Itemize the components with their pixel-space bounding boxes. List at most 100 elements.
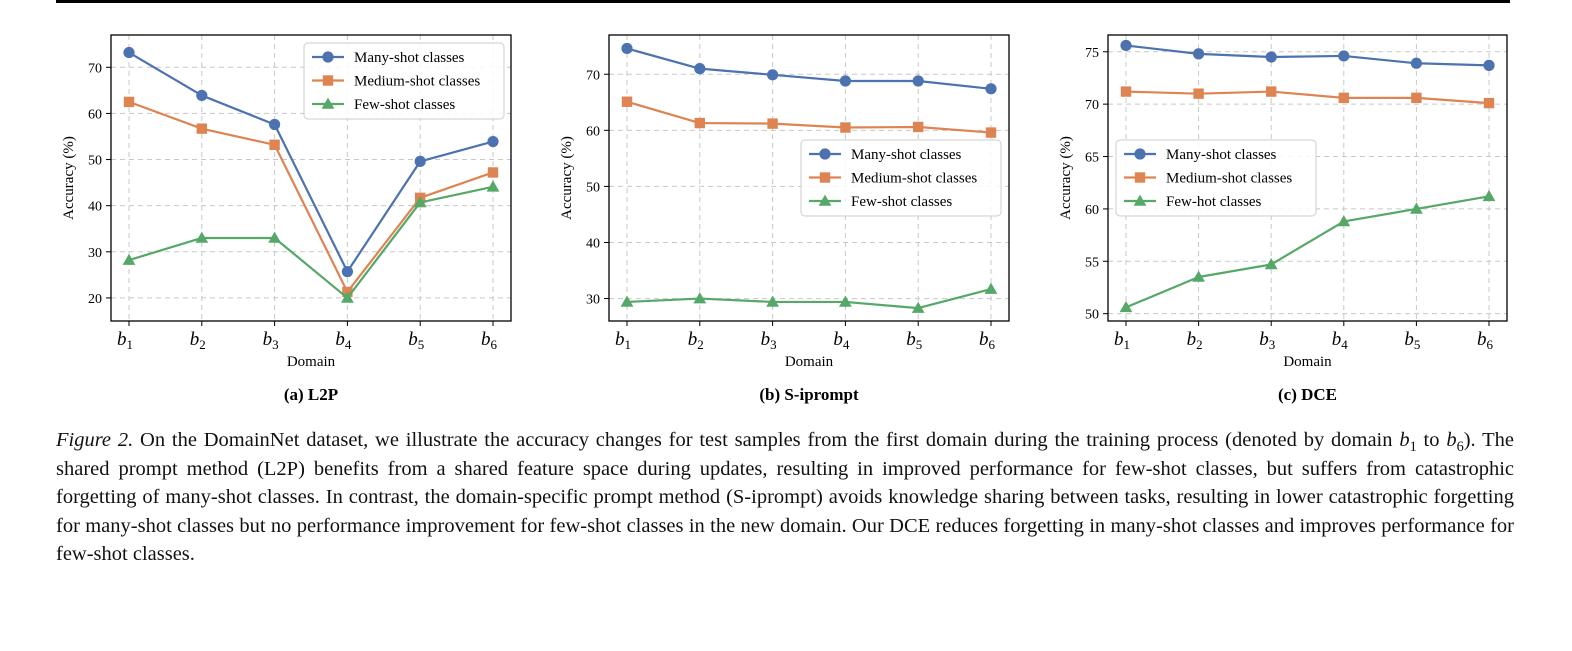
legend-marker-1-1: [819, 172, 831, 183]
x-tick-label-1-3: b4: [833, 329, 850, 352]
series-line-1-1: [626, 100, 992, 134]
x-tick-label-2-2: b3: [1259, 329, 1275, 352]
y-tick-label-2-4: 70: [1085, 98, 1099, 113]
data-point-2-2-3: [1337, 215, 1351, 227]
x-tick-label-1-5: b6: [979, 329, 996, 352]
series-line-2-0: [1125, 44, 1490, 67]
figure-label: Figure 2.: [56, 429, 134, 451]
x-tick-label-1-4: b5: [906, 329, 922, 352]
caption-text-1: On the DomainNet dataset, we illustrate …: [140, 429, 1400, 451]
data-point-0-2-1: [195, 231, 209, 243]
data-point-0-1-5: [487, 167, 499, 178]
data-point-0-2-2: [268, 231, 281, 243]
plot-frame-0: [110, 34, 512, 322]
x-axis-label-2: Domain: [1283, 354, 1332, 370]
chart-subtitle-2: (c) DCE: [1278, 385, 1337, 404]
y-axis-label-1: Accuracy (%): [559, 136, 575, 220]
y-tick-label-2-3: 65: [1085, 151, 1099, 166]
y-tick-label-0-3: 50: [88, 154, 102, 169]
legend-marker-0-0: [322, 51, 334, 63]
y-tick-label-1-4: 70: [586, 68, 600, 83]
data-point-1-1-1: [694, 117, 705, 129]
data-point-2-2-4: [1410, 202, 1423, 214]
legend-marker-1-2: [818, 194, 832, 206]
x-axis-label-1: Domain: [785, 354, 834, 370]
data-point-0-1-1: [196, 123, 207, 134]
legend-label-0-2: Few-shot classes: [354, 97, 455, 113]
data-point-0-1-0: [123, 96, 135, 108]
legend-label-1-0: Many-shot classes: [851, 147, 962, 163]
data-point-1-0-0: [621, 42, 633, 55]
x-tick-label-0-2: b3: [263, 329, 279, 352]
data-point-2-2-2: [1264, 258, 1278, 270]
data-point-0-2-0: [122, 253, 136, 265]
data-point-1-1-0: [621, 96, 633, 107]
data-point-2-0-1: [1193, 48, 1205, 60]
data-point-0-2-5: [486, 180, 500, 192]
y-tick-label-1-0: 30: [586, 293, 600, 308]
x-tick-label-2-1: b2: [1187, 329, 1203, 352]
x-tick-label-2-5: b6: [1477, 329, 1494, 352]
figure-charts: 20 30 40 50 60 70 b1 b2 b3 b4 b5 b6 Domain Accuracy (…: [61, 34, 1508, 404]
data-point-1-1-2: [767, 118, 778, 129]
x-tick-label-0-3: b4: [335, 329, 352, 352]
series-line-1-2: [626, 287, 992, 310]
data-point-0-0-5: [487, 135, 499, 148]
plot-frame-2: [1107, 34, 1508, 322]
series-line-0-2: [128, 185, 494, 300]
data-point-2-1-2: [1266, 86, 1277, 97]
y-axis-label-0: Accuracy (%): [61, 136, 77, 220]
data-point-2-1-5: [1483, 97, 1495, 109]
data-point-1-2-0: [620, 295, 634, 307]
y-tick-label-2-5: 75: [1085, 46, 1099, 61]
x-tick-label-0-5: b6: [481, 329, 498, 352]
data-point-1-1-5: [985, 127, 997, 138]
legend-marker-0-1: [322, 75, 334, 86]
data-point-1-1-3: [840, 122, 851, 133]
data-point-1-2-2: [766, 295, 779, 307]
legend-marker-2-0: [1134, 148, 1146, 160]
data-point-0-1-2: [269, 139, 280, 150]
data-point-2-2-5: [1482, 189, 1496, 202]
caption-text-2: ). The shared prompt method (L2P) benefi…: [56, 429, 1514, 566]
y-tick-label-2-0: 50: [1085, 308, 1099, 323]
series-line-2-1: [1125, 90, 1490, 105]
legend-label-1-1: Medium-shot classes: [851, 171, 977, 187]
data-point-2-0-4: [1410, 57, 1422, 69]
y-tick-label-0-4: 60: [88, 107, 102, 122]
x-tick-label-2-3: b4: [1332, 329, 1349, 352]
data-point-1-2-3: [839, 295, 852, 307]
series-line-0-1: [128, 100, 494, 294]
top-rule: [56, 0, 1510, 3]
legend-marker-2-2: [1133, 194, 1147, 206]
legend-label-2-0: Many-shot classes: [1166, 147, 1277, 163]
data-point-0-0-0: [123, 46, 135, 59]
y-tick-label-0-2: 40: [88, 200, 102, 215]
data-point-2-0-0: [1120, 39, 1132, 52]
y-tick-label-0-5: 70: [88, 61, 102, 76]
legend-label-0-0: Many-shot classes: [354, 50, 465, 66]
y-tick-label-2-1: 55: [1085, 255, 1099, 270]
data-point-1-0-1: [694, 63, 706, 75]
x-tick-label-0-4: b5: [408, 329, 424, 352]
data-point-1-1-4: [913, 121, 924, 133]
caption-domain-from: b1: [1399, 429, 1417, 456]
data-point-0-2-4: [413, 196, 427, 208]
plot-frame-1: [608, 34, 1010, 322]
y-tick-label-1-2: 50: [586, 180, 600, 195]
y-axis-label-2: Accuracy (%): [1058, 136, 1074, 220]
y-tick-label-2-2: 60: [1085, 203, 1099, 218]
chart-subtitle-0: (a) L2P: [284, 385, 338, 404]
legend-label-0-1: Medium-shot classes: [354, 74, 480, 90]
data-point-1-0-3: [839, 75, 852, 87]
data-point-2-1-0: [1120, 86, 1132, 97]
legend-marker-1-0: [819, 148, 831, 160]
data-point-0-2-3: [341, 291, 354, 303]
legend-marker-2-1: [1134, 172, 1146, 183]
x-tick-label-0-0: b1: [117, 329, 133, 352]
data-point-2-0-3: [1338, 50, 1350, 62]
caption-text-mid: to: [1416, 429, 1447, 451]
series-line-0-0: [128, 51, 494, 273]
data-point-1-0-2: [767, 69, 779, 81]
legend-label-2-1: Medium-shot classes: [1166, 171, 1292, 187]
